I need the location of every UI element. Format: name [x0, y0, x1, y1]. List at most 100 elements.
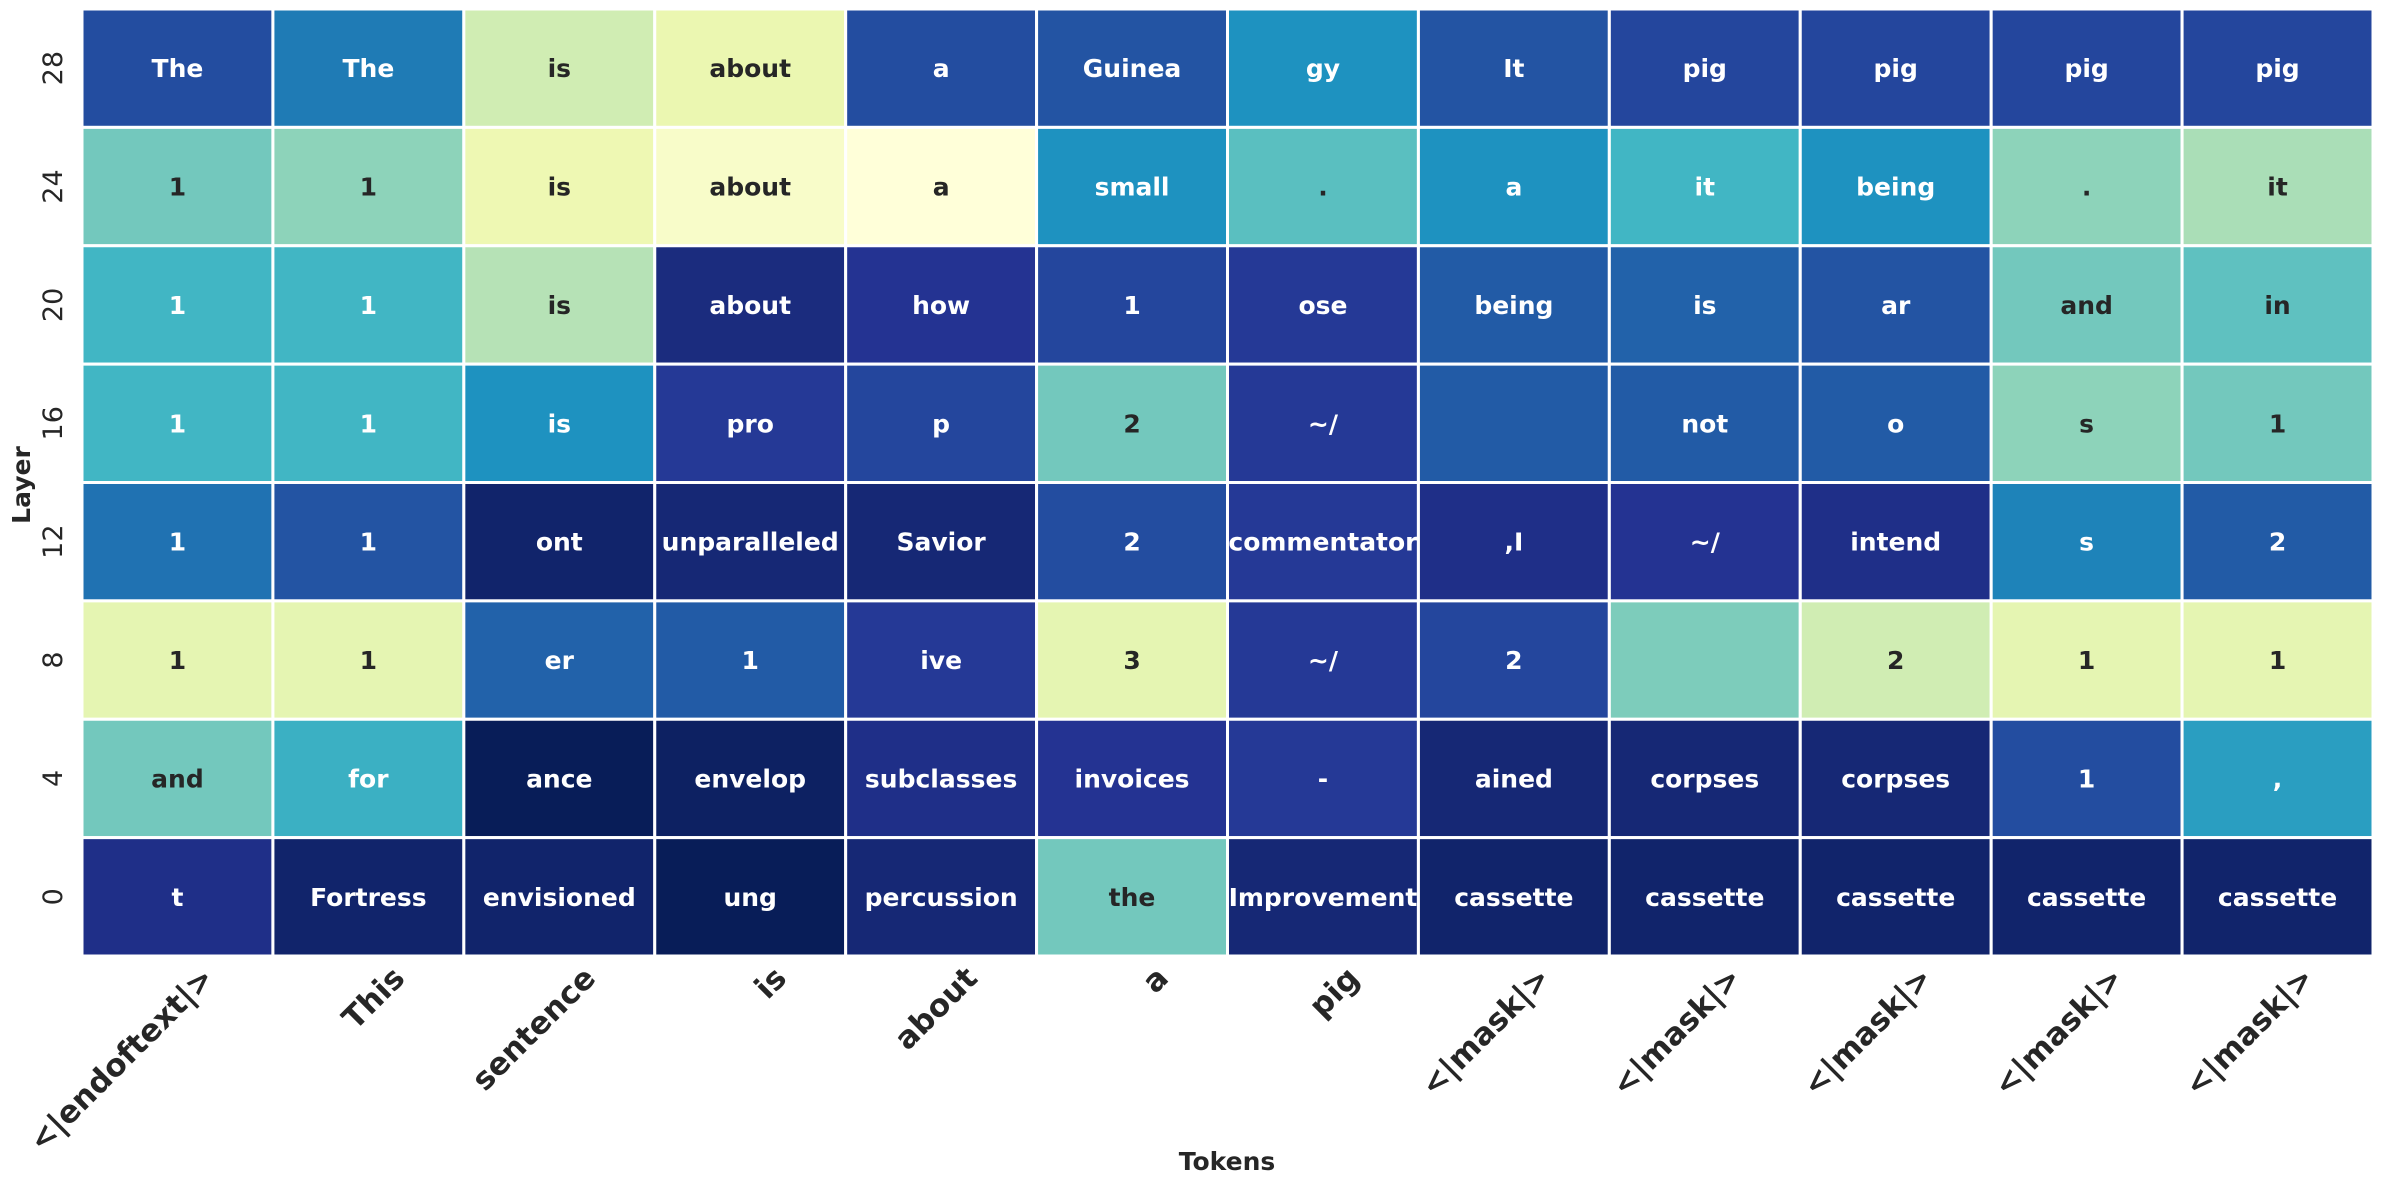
- y-tick-label: 12: [38, 525, 69, 559]
- cell-label: being: [1856, 173, 1935, 202]
- cell-label: .: [1318, 173, 1328, 202]
- heatmap-cell: [653, 362, 848, 484]
- heatmap-cell: [844, 836, 1039, 958]
- cell-label: the: [1109, 883, 1156, 912]
- cell-label: commentator: [1228, 528, 1418, 557]
- heatmap-cell: [1989, 599, 2184, 721]
- heatmap-cell: [1035, 836, 1230, 958]
- cell-label: corpses: [1650, 764, 1759, 793]
- cell-label: s: [2079, 528, 2094, 557]
- cell-label: percussion: [865, 883, 1018, 912]
- cell-label: for: [348, 764, 389, 793]
- heatmap-cell: [1416, 717, 1611, 840]
- heatmap-cell: [462, 836, 657, 958]
- heatmap-cell: [1607, 481, 1802, 603]
- cell-label: it: [2267, 173, 2288, 202]
- heatmap-cell: [1416, 481, 1611, 603]
- heatmap-cell: [1607, 717, 1802, 840]
- y-tick-label: 20: [38, 288, 69, 322]
- x-tick-label: <|mask|>: [1414, 960, 1557, 1103]
- heatmap-cell: [653, 481, 848, 603]
- heatmap-cell: [2180, 244, 2375, 366]
- heatmap-cell: [1989, 125, 2184, 248]
- cell-label: 1: [169, 291, 186, 320]
- cell-label: gy: [1306, 54, 1340, 83]
- cell-label: ained: [1475, 764, 1553, 793]
- cell-label: about: [709, 291, 791, 320]
- cell-label: ive: [920, 646, 962, 675]
- cell-label: a: [933, 173, 950, 202]
- cell-label: ,I: [1504, 528, 1523, 557]
- cell-label: intend: [1850, 528, 1941, 557]
- heatmap-cell: [653, 125, 848, 248]
- cell-label: 1: [169, 409, 186, 438]
- cell-label: about: [709, 173, 791, 202]
- cell-label: 1: [742, 646, 759, 675]
- heatmap-cell: [271, 717, 466, 840]
- cell-label: and: [2060, 291, 2113, 320]
- cell-label: a: [1505, 173, 1522, 202]
- cell-label: envisioned: [483, 883, 636, 912]
- heatmap-cell: [2180, 125, 2375, 248]
- heatmap-cell: [271, 599, 466, 721]
- cell-label: o: [1887, 409, 1904, 438]
- cell-label: is: [548, 409, 571, 438]
- heatmap-cells: The The is about a Guinea gy It pig pig pig pig 1 1 is…: [80, 7, 2375, 958]
- cell-label: .: [2082, 173, 2092, 202]
- heatmap-cell: [2180, 599, 2375, 721]
- cell-label: ,: [2273, 764, 2283, 793]
- cell-label: about: [709, 54, 791, 83]
- heatmap-cell: [1798, 125, 1993, 248]
- cell-label: 2: [2269, 528, 2286, 557]
- heatmap-cell: [1226, 481, 1420, 603]
- heatmap-cell: [462, 481, 657, 603]
- cell-label: 1: [169, 646, 186, 675]
- x-tick-label: <|mask|>: [1987, 960, 2130, 1103]
- x-tick-label: is: [748, 960, 794, 1006]
- cell-label: corpses: [1841, 764, 1950, 793]
- heatmap-cell: [271, 836, 466, 958]
- heatmap-cell: [653, 717, 848, 840]
- heatmap-cell: [653, 244, 848, 366]
- cell-label: 2: [1505, 646, 1522, 675]
- cell-label: pig: [2255, 54, 2299, 83]
- cell-label: is: [548, 54, 571, 83]
- cell-label: ose: [1298, 291, 1347, 320]
- heatmap-cell: [80, 362, 275, 484]
- cell-label: ~/: [1308, 409, 1339, 438]
- heatmap-cell: [271, 481, 466, 603]
- cell-label: 1: [2078, 646, 2095, 675]
- cell-label: cassette: [1836, 883, 1955, 912]
- heatmap-cell: [1035, 125, 1230, 248]
- cell-label: 1: [360, 291, 377, 320]
- cell-label: pig: [1874, 54, 1918, 83]
- heatmap-cell: [1035, 362, 1230, 484]
- cell-label: 1: [360, 409, 377, 438]
- heatmap-cell: [462, 362, 657, 484]
- heatmap-cell: [1226, 836, 1420, 958]
- cell-label: Fortress: [310, 883, 427, 912]
- x-tick-label: <|endoftext|>: [22, 960, 221, 1159]
- cell-label: pro: [727, 409, 774, 438]
- cell-label: is: [548, 291, 571, 320]
- heatmap-cell: [80, 836, 275, 958]
- cell-label: and: [151, 764, 204, 793]
- cell-label: is: [548, 173, 571, 202]
- x-tick-label: <|mask|>: [1605, 960, 1748, 1103]
- heatmap-cell: [653, 836, 848, 958]
- cell-label: cassette: [1645, 883, 1764, 912]
- cell-label: in: [2264, 291, 2290, 320]
- heatmap-cell: [2180, 717, 2375, 840]
- cell-label: pig: [2064, 54, 2108, 83]
- y-tick-label: 4: [38, 770, 69, 787]
- heatmap-cell: [1035, 481, 1230, 603]
- cell-label: not: [1681, 409, 1728, 438]
- x-axis-ticks: <|endoftext|> This sentence is about a pig <|ma…: [22, 960, 2321, 1159]
- cell-label: 2: [1123, 528, 1140, 557]
- heatmap-cell: [1607, 125, 1802, 248]
- cell-label: ~/: [1690, 528, 1721, 557]
- cell-label: -: [1318, 764, 1328, 793]
- cell-label: 1: [360, 528, 377, 557]
- heatmap-cell: [1989, 717, 2184, 840]
